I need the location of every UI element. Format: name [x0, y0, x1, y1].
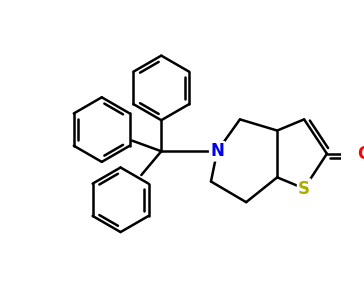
Text: O: O [357, 145, 364, 163]
Text: S: S [298, 180, 310, 198]
Text: N: N [210, 142, 224, 160]
